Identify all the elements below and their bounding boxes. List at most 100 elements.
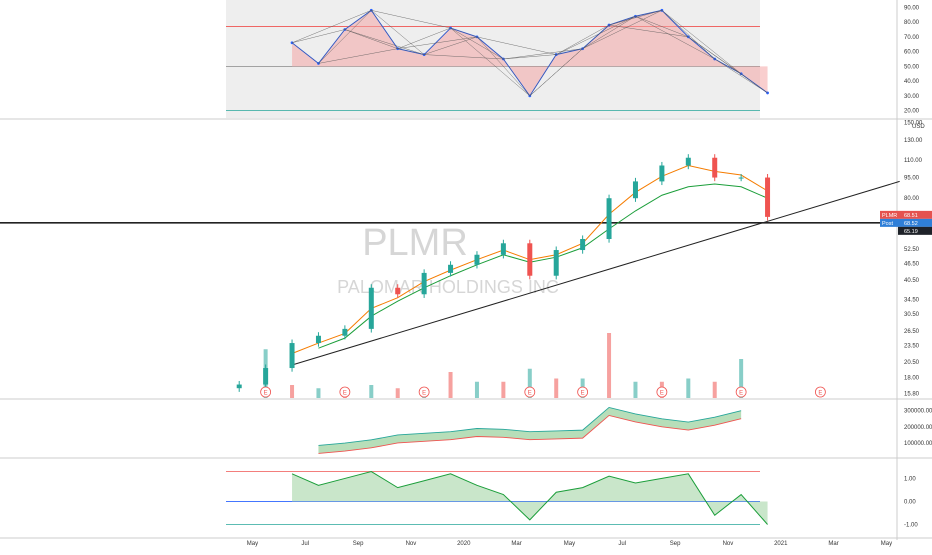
top-y-tick-label: 60.00 [904,50,920,56]
x-tick-label: Jul [618,541,626,547]
bottom-oscillator-line [291,470,768,525]
symbol-tag-label: PLMR [882,213,897,219]
earnings-event-letter: E [739,390,743,396]
top-mesh-line [371,10,398,49]
earnings-event-letter: E [264,390,268,396]
line-value-tag [898,226,932,235]
top-mesh-line [291,10,372,43]
price-y-tick-label: 30.50 [904,312,920,318]
top-y-tick-label: 80.00 [904,20,920,26]
price-y-tick-label: 34.50 [904,297,920,303]
currency-label: USD [912,124,925,130]
top-mesh-line [423,27,451,55]
candle-body [500,243,506,255]
bottom-oscillator-fill [292,471,768,525]
top-mesh-line [291,29,345,43]
top-mesh-line [635,16,715,60]
top-mesh-line [503,54,557,60]
bottom-y-tick-label: 0.00 [904,499,916,505]
post-tag-label: Post [882,221,893,227]
top-y-tick-label: 20.00 [904,109,920,115]
earnings-event-marker [656,386,668,398]
candle-body [368,287,374,329]
mid-area-fill [318,407,742,454]
x-tick-label: Mar [511,541,521,547]
x-tick-label: 2021 [774,541,788,547]
top-mesh-line [318,29,346,64]
top-mesh-line [529,54,557,96]
top-y-tick-label: 90.00 [904,5,920,11]
top-mesh-line [503,48,583,60]
top-y-tick-label: 50.00 [904,64,920,70]
top-mesh-line [344,29,398,49]
top-mesh-line [371,10,425,55]
candle-body [263,368,269,385]
candle-body [659,165,665,182]
mid-area-base-line [318,414,742,454]
earnings-event-letter: E [422,390,426,396]
earnings-event-marker [260,386,272,398]
top-mesh-line [556,24,610,55]
volume-bar [448,372,453,398]
candle-body [606,198,612,239]
top-mesh-line [371,10,451,29]
mid-y-tick-label: 100000.00 [904,441,932,447]
candle-body [553,250,559,276]
price-y-tick-label: 18.00 [904,376,920,382]
top-mesh-line [476,36,530,97]
x-tick-label: 2020 [457,541,471,547]
top-mesh-line [635,16,689,38]
price-y-tick-label: 26.50 [904,329,920,335]
top-mesh-line [476,36,504,60]
x-tick-label: Sep [670,541,681,547]
top-mesh-line [450,27,478,38]
candle-body [580,238,586,251]
top-mesh-line [503,58,530,96]
top-mesh-line [661,10,689,38]
candle-body [765,177,771,217]
top-mesh-line [582,24,610,49]
candle-body [527,243,533,276]
top-mesh-line [397,36,477,49]
candle-body [712,157,718,178]
mid-area-line [318,406,742,446]
top-mesh-line [318,10,372,64]
price-y-tick-label: 23.50 [904,344,920,350]
price-y-tick-label: 95.00 [904,176,920,182]
top-mesh-line [450,27,504,60]
top-y-tick-label: 40.00 [904,79,920,85]
top-oscillator-fill [292,10,768,96]
watermark-name: PALOMAR HOLDINGS INC [337,277,559,297]
price-y-tick-label: 20.50 [904,360,920,366]
volume-bar [316,388,321,398]
candle-body [289,343,295,369]
top-y-tick-label: 30.00 [904,94,920,100]
top-mesh-line [450,27,530,97]
volume-bar [633,381,638,398]
earnings-event-letter: E [581,390,585,396]
candle-body [236,384,242,389]
candle-body [738,177,744,179]
earnings-event-marker [735,386,747,398]
top-mesh-line [661,10,742,74]
bottom-y-tick-label: 1.00 [904,476,916,482]
top-mesh-line [556,16,636,55]
top-mesh-line [609,24,689,38]
trend-line [291,180,900,366]
candle-body [342,328,348,336]
earnings-event-letter: E [660,390,664,396]
top-mesh-line [424,36,478,55]
top-mesh-line [714,58,742,74]
x-tick-label: Sep [353,541,364,547]
candle-body [395,287,401,295]
candle-body [421,272,427,295]
candle-body [315,335,321,344]
earnings-event-letter: E [818,390,822,396]
price-y-tick-label: 110.00 [904,158,923,164]
x-tick-label: May [881,541,892,547]
last-price-tag [880,210,932,219]
volume-bar [474,381,479,398]
x-tick-label: Nov [406,541,417,547]
